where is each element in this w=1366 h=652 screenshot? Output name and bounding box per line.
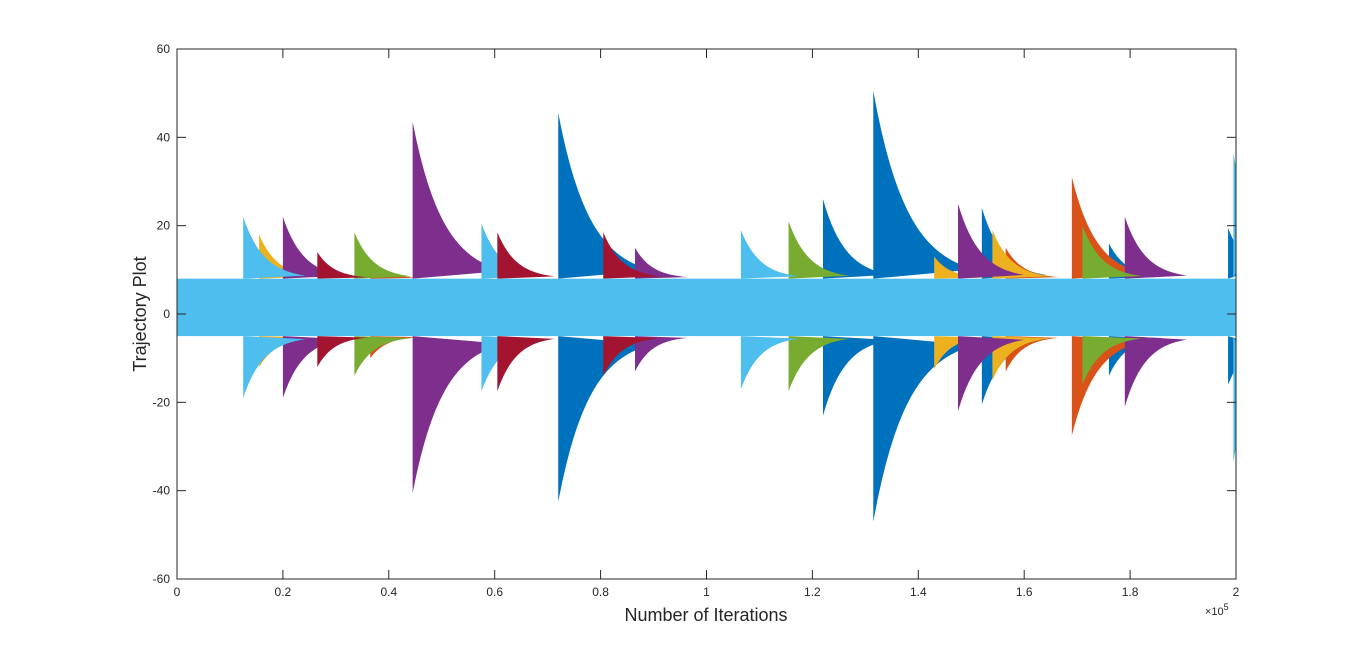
spike-upper	[788, 221, 850, 279]
y-tick-label: -20	[153, 395, 171, 409]
spike-upper	[873, 90, 975, 279]
spike-upper	[412, 121, 505, 279]
x-tick-label: 1.2	[804, 585, 821, 599]
x-tick-label: 1.8	[1122, 585, 1139, 599]
x-axis-exponent-base: ×10	[1205, 606, 1224, 618]
spike-lower	[1124, 336, 1187, 407]
spike-lower	[412, 336, 505, 493]
spike-lower	[992, 336, 1051, 381]
spike-lower	[354, 336, 412, 376]
spike-lower	[934, 336, 984, 370]
series-4	[282, 121, 1187, 493]
y-tick-label: -40	[153, 484, 171, 498]
spike-upper	[822, 199, 891, 279]
y-axis-label: Trajectory Plot	[130, 256, 150, 371]
x-tick-label: 0	[174, 585, 181, 599]
spike-upper	[481, 223, 542, 279]
spike-upper	[282, 216, 345, 279]
spike-lower	[1233, 336, 1236, 462]
y-tick-label: 20	[157, 219, 171, 233]
series-6	[243, 152, 1236, 462]
spike-lower	[243, 336, 306, 398]
spike-lower	[497, 336, 555, 392]
spike-upper	[243, 216, 306, 279]
spike-lower	[788, 336, 850, 392]
x-tick-label: 0.2	[275, 585, 292, 599]
spike-upper	[1124, 216, 1187, 279]
y-tick-label: 40	[157, 130, 171, 144]
spike-lower	[958, 336, 1025, 412]
spike-lower	[603, 336, 661, 376]
x-axis-exponent-power: 5	[1224, 602, 1229, 612]
x-tick-label: 1.6	[1016, 585, 1033, 599]
x-axis-exponent: ×105	[1205, 602, 1229, 618]
x-axis-label: Number of Iterations	[624, 605, 787, 625]
spike-lower	[873, 336, 975, 522]
baseline-oscillation-band	[177, 278, 1236, 337]
x-tick-label: 1.4	[910, 585, 927, 599]
spike-upper	[740, 230, 799, 279]
spike-upper	[603, 232, 661, 279]
spike-upper	[635, 247, 688, 279]
spike-upper	[558, 113, 653, 279]
spike-upper	[317, 252, 369, 279]
spike-upper	[1082, 225, 1142, 279]
spike-lower	[481, 336, 542, 392]
data-layer	[177, 90, 1236, 522]
series-7	[317, 232, 661, 392]
spike-upper	[958, 203, 1025, 279]
spike-upper	[992, 230, 1051, 279]
spike-upper	[934, 256, 984, 279]
spike-lower	[282, 336, 345, 398]
spike-lower	[822, 336, 891, 416]
spike-upper	[497, 232, 555, 279]
x-tick-label: 0.6	[486, 585, 503, 599]
x-tick-label: 0.8	[592, 585, 609, 599]
spike-upper	[1233, 152, 1236, 279]
spike-lower	[1082, 336, 1142, 385]
spike-upper	[354, 232, 412, 279]
series-5	[354, 221, 1142, 392]
spike-lower	[635, 336, 688, 372]
x-tick-label: 1	[703, 585, 710, 599]
spike-lower	[740, 336, 799, 390]
spike-lower	[558, 336, 653, 502]
y-tick-label: -60	[153, 572, 171, 586]
spike-lower	[317, 336, 369, 367]
x-tick-label: 2	[1233, 585, 1240, 599]
x-tick-label: 0.4	[380, 585, 397, 599]
tick-layer: 0 0.2 0.4 0.6 0.8 1 1.2 1.4 1.6 1.8 2 -60 -40 -20 0 20 4…	[153, 42, 1240, 599]
y-tick-label: 60	[157, 42, 171, 56]
y-tick-label: 0	[163, 307, 170, 321]
